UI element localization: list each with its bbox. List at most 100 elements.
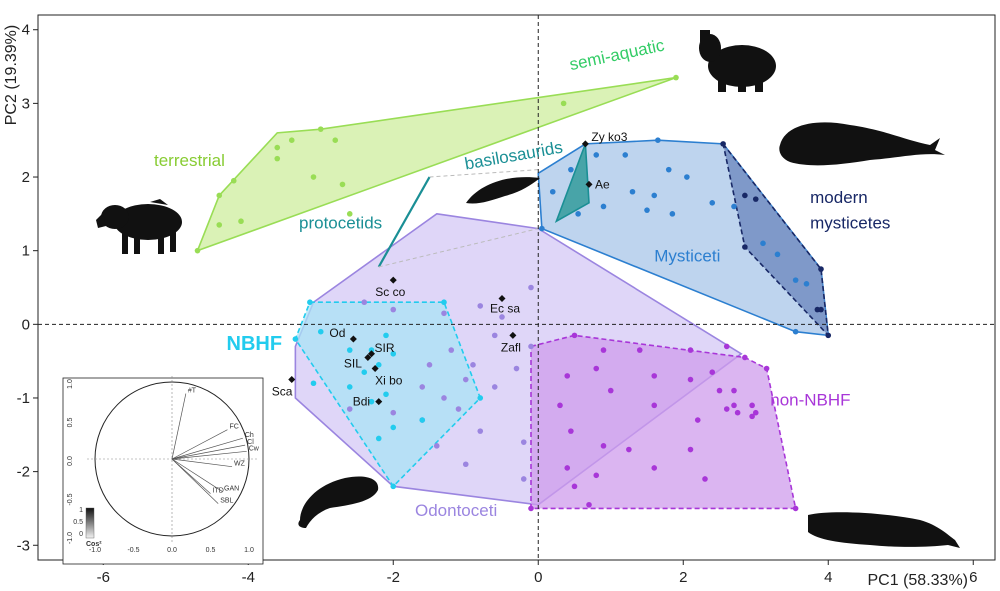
species-label-ec-sa: Ec sa [490, 302, 520, 316]
point-terrestrial [274, 144, 281, 151]
point-terrestrial [230, 177, 237, 184]
inset-var-wz: WZ [234, 461, 246, 468]
x-tick-label: 4 [824, 569, 832, 586]
basilosaurid-silhouette [466, 177, 540, 204]
plot-frame [37, 14, 996, 561]
point-non-nbhf [792, 505, 799, 512]
inset-x-tick-label: 0.0 [167, 547, 177, 554]
inset-colorbar-tick: 1 [79, 507, 83, 514]
point-non-nbhf [557, 402, 563, 409]
point-odontoceti [426, 362, 433, 368]
inset-x-tick-label: 1.0 [244, 547, 254, 554]
group-label-terrestrial: terrestrial [154, 151, 225, 170]
points-layer [194, 74, 832, 512]
point-non-nbhf [687, 446, 694, 453]
point-terrestrial [194, 247, 201, 254]
inset-y-tick-label: -0.5 [67, 493, 74, 505]
point-non-nbhf [564, 373, 571, 379]
y-tick-label: -3 [17, 537, 30, 554]
point-odontoceti [491, 384, 498, 390]
point-nbhf [383, 391, 389, 398]
point-mysticeti [665, 166, 672, 173]
inset-arrow-fc [171, 429, 228, 460]
species-labels: Zy ko3 Ae Sc co Ec sa Zafl Od SIR SIL Xi bo Bdi Sc… [272, 130, 628, 409]
inset-x-tick-label: -1.0 [89, 547, 101, 554]
inset-y-tick-label: -1.0 [67, 532, 74, 544]
y-tick-label: 2 [22, 169, 30, 186]
point-non-nbhf [571, 332, 578, 339]
species-label-xi-bo: Xi bo [375, 374, 403, 388]
point-mysticeti [593, 152, 600, 158]
inset-arrow-gan [171, 458, 223, 492]
inset-x-tick-label: 0.5 [206, 547, 216, 554]
point-odontoceti [528, 343, 534, 350]
point-non-nbhf [651, 465, 658, 471]
point-nbhf [383, 332, 389, 339]
point-modern-mysticetes [752, 196, 759, 202]
point-modern-mysticetes [742, 192, 748, 199]
point-nbhf [361, 369, 368, 375]
point-terrestrial [673, 74, 679, 81]
point-non-nbhf [651, 402, 658, 409]
inset-arrow-ch [171, 437, 243, 460]
point-mysticeti [731, 203, 737, 210]
point-terrestrial [274, 155, 281, 162]
inset-var-itd: ITD [213, 488, 224, 495]
point-odontoceti [477, 428, 484, 434]
point-nbhf [317, 328, 324, 335]
species-point-sir [368, 350, 375, 358]
species-label-sir: SIR [375, 341, 395, 355]
point-odontoceti [441, 395, 447, 401]
y-tick-label: -1 [17, 390, 30, 407]
group-label-mysticeti: Mysticeti [654, 247, 720, 266]
point-nbhf [310, 380, 317, 387]
point-non-nbhf [636, 347, 643, 353]
point-non-nbhf [593, 472, 600, 479]
point-non-nbhf [564, 465, 571, 471]
group-label-modern2: mysticetes [810, 214, 890, 233]
point-non-nbhf [723, 343, 730, 350]
inset-var-cl: Cl [247, 439, 254, 446]
species-point-ec-sa [498, 295, 506, 303]
x-tick-label: -4 [242, 569, 255, 586]
y-tick-label: -2 [17, 464, 30, 481]
inset-colorbar-label: Cos² [86, 541, 102, 548]
point-odontoceti [491, 332, 498, 339]
point-terrestrial [216, 222, 223, 228]
species-label-bdi: Bdi [353, 395, 370, 409]
point-nbhf [390, 350, 397, 357]
hull-basilosaurids [554, 143, 590, 223]
point-nbhf [307, 299, 313, 306]
sperm-whale-silhouette [808, 512, 960, 548]
point-modern-mysticetes [814, 306, 821, 313]
hulls-layer [196, 76, 830, 510]
inset-x-tick-label: -0.5 [127, 547, 139, 554]
species-point-zy-ko3 [581, 140, 589, 148]
point-odontoceti [419, 384, 426, 390]
y-tick-label: 4 [22, 22, 30, 39]
point-terrestrial [339, 181, 346, 188]
point-non-nbhf [749, 413, 755, 420]
point-non-nbhf [702, 476, 708, 482]
point-mysticeti [709, 200, 716, 206]
y-tick-label: 0 [22, 316, 30, 333]
point-non-nbhf [687, 376, 694, 383]
point-odontoceti [470, 362, 476, 368]
pilot-whale-silhouette [298, 476, 379, 528]
point-non-nbhf [687, 347, 694, 353]
point-non-nbhf [752, 409, 759, 416]
x-axis-title: PC1 (58.33%) [868, 572, 969, 589]
point-mysticeti [622, 152, 629, 158]
point-nbhf [419, 417, 426, 423]
point-odontoceti [346, 406, 353, 412]
point-nbhf [390, 483, 397, 490]
group-label-protocetids: protocetids [299, 214, 382, 233]
y-tick-label: 1 [22, 243, 30, 260]
point-mysticeti [651, 192, 658, 199]
point-odontoceti [433, 443, 440, 449]
species-point-zafl [509, 331, 517, 339]
inset-y-tick-label: 1.0 [67, 379, 74, 389]
point-non-nbhf [651, 373, 658, 379]
